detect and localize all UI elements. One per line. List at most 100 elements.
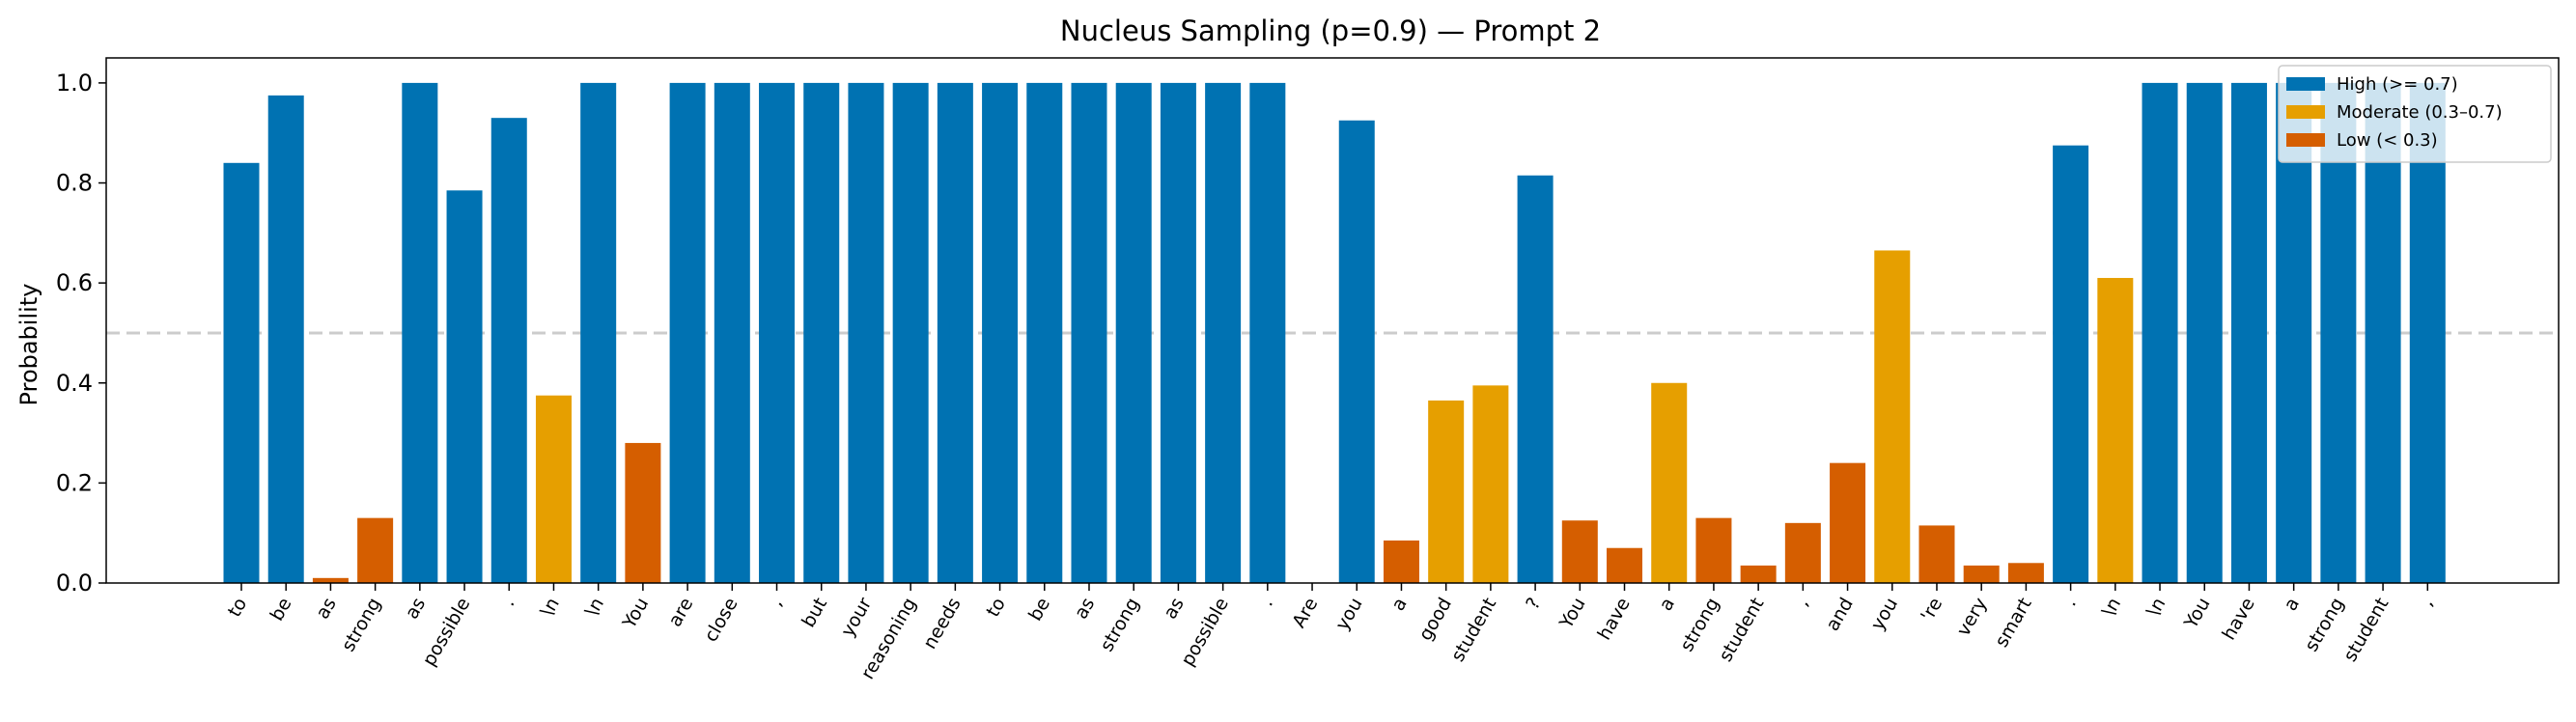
x-tick-label: you (1331, 595, 1367, 634)
bar (2365, 82, 2401, 583)
bar (1383, 540, 1419, 583)
x-tick-label: as (1070, 595, 1099, 624)
legend-box (2278, 65, 2552, 163)
bar (1517, 175, 1554, 583)
x-tick-label: smart (1991, 595, 2036, 652)
x-tick-label: have (1593, 595, 1634, 644)
bar (2320, 82, 2357, 583)
x-tick-label: ? (1522, 595, 1545, 614)
x-tick-label: \n (2142, 595, 2170, 621)
x-tick-label: You (618, 595, 653, 633)
x-tick-label: . (2059, 595, 2081, 610)
bar (759, 82, 796, 583)
y-tick-label: 0.0 (56, 569, 93, 597)
bar (2409, 82, 2446, 583)
bar (1918, 525, 1955, 583)
bar (1205, 82, 1242, 583)
y-tick-label: 0.2 (56, 469, 93, 496)
legend-swatch (2286, 133, 2325, 147)
bar (1160, 82, 1196, 583)
x-tick-label: very (1952, 595, 1991, 640)
x-tick-label: as (1160, 595, 1189, 624)
bar (1338, 120, 1375, 583)
bar (625, 442, 661, 583)
x-tick-label: close (700, 595, 742, 646)
bar (1963, 565, 2000, 583)
x-tick-label: be (1024, 595, 1054, 625)
x-tick-label: a (1387, 595, 1412, 615)
x-tick-label: a (1655, 595, 1679, 615)
x-tick-label: have (2218, 595, 2258, 644)
bar (312, 577, 349, 583)
bar (446, 190, 483, 584)
y-ticks-layer: 0.0 0.2 0.4 0.6 0.8 1.0 (56, 69, 106, 597)
x-tick-label: strong (2301, 595, 2348, 655)
y-axis-label: Probability (15, 284, 42, 406)
y-tick-label: 0.8 (56, 170, 93, 197)
bar (2007, 563, 2044, 583)
bar (1561, 520, 1598, 583)
bar (580, 82, 617, 583)
x-tick-label: strong (1676, 595, 1723, 655)
x-tick-label: , (2417, 595, 2438, 610)
x-tick-label: Are (1288, 595, 1322, 632)
x-tick-label: a (2280, 595, 2304, 615)
x-tick-label: needs (919, 595, 966, 653)
x-tick-label: you (1867, 595, 1903, 634)
x-tick-label: to (224, 595, 252, 622)
bar (982, 82, 1019, 583)
bar (2276, 82, 2312, 583)
x-tick-label: \n (537, 595, 564, 621)
x-tick-label: be (266, 595, 296, 625)
x-tick-label: strong (1096, 595, 1143, 655)
bar (848, 82, 884, 583)
bar (1071, 82, 1107, 583)
legend: High (>= 0.7) Moderate (0.3–0.7) Low (< 0.… (2278, 65, 2552, 163)
bar (1026, 82, 1063, 583)
bar (1607, 547, 1643, 583)
bar (1740, 565, 1777, 583)
bar (267, 95, 304, 584)
y-tick-label: 1.0 (56, 69, 93, 97)
x-tick-label: . (498, 595, 519, 610)
x-tick-label: but (798, 595, 831, 631)
x-tick-label: are (664, 595, 697, 631)
x-tick-label: good (1414, 595, 1456, 645)
x-tick-label: You (2180, 595, 2215, 633)
bar (1830, 462, 1866, 583)
chart-title: Nucleus Sampling (p=0.9) — Prompt 2 (1060, 14, 1601, 47)
y-tick-label: 0.6 (56, 269, 93, 296)
bar (1428, 400, 1465, 583)
bars-layer (223, 82, 2446, 584)
bar (1249, 82, 1286, 583)
bar (2142, 82, 2178, 583)
legend-label: High (>= 0.7) (2337, 74, 2458, 95)
x-tick-label: You (1555, 595, 1590, 633)
legend-label: Low (< 0.3) (2337, 130, 2438, 151)
bar (490, 118, 527, 584)
x-tick-label: \n (2098, 595, 2125, 621)
plot-frame (105, 57, 2560, 584)
bar (1651, 382, 1688, 583)
bar (1874, 250, 1911, 583)
legend-swatch (2286, 77, 2325, 91)
bar (2230, 82, 2267, 583)
bar (357, 517, 394, 583)
x-tick-label: . (1256, 595, 1277, 610)
x-tick-label: 're (1917, 595, 1946, 625)
x-tick-label: and (1822, 595, 1858, 635)
x-tick-label: , (766, 595, 787, 610)
bar (402, 82, 438, 583)
bar (803, 82, 840, 583)
bar (1115, 82, 1152, 583)
bar (2186, 82, 2223, 583)
bar (714, 82, 750, 583)
legend-label: Moderate (0.3–0.7) (2337, 102, 2503, 123)
x-tick-label: as (312, 595, 341, 624)
legend-swatch (2286, 105, 2325, 119)
x-tick-label: as (401, 595, 430, 624)
bar (892, 82, 929, 583)
bar (1784, 522, 1821, 583)
